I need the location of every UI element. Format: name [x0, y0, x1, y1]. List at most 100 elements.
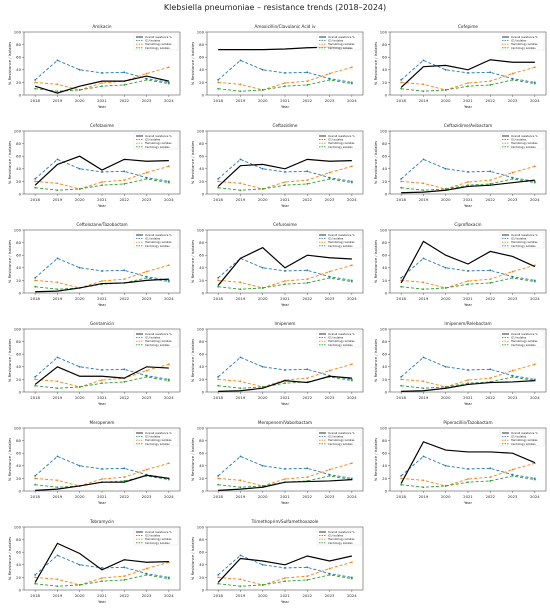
series-line: [217, 158, 352, 182]
data-point: [261, 485, 264, 487]
data-point: [101, 82, 103, 84]
x-tick-label: 2023: [142, 98, 152, 103]
data-point: [533, 478, 536, 481]
data-point: [123, 278, 126, 281]
data-point: [328, 567, 331, 570]
data-point: [145, 276, 148, 279]
series-line: [400, 356, 535, 380]
data-point: [145, 369, 148, 372]
legend-label: Hematology isolates: [328, 537, 355, 541]
y-tick-label: 0: [385, 290, 388, 295]
x-tick-label: 2019: [236, 197, 246, 202]
data-point: [167, 81, 170, 84]
data-point: [239, 83, 242, 86]
legend-label: Overall resistance %: [328, 332, 355, 336]
legend-box: [316, 330, 362, 348]
legend-label: Overall resistance %: [511, 35, 538, 39]
x-tick-label: 2024: [347, 395, 357, 400]
chart-svg: Ceftazidime/Avibactam 0 20 40 60 80 100 % Resis…: [373, 123, 547, 208]
data-point: [284, 382, 286, 385]
chart-svg: Meropenem/Vaborbactam 0 20 40 60 80 100 % Resis…: [190, 420, 364, 505]
legend-label: ICU isolates: [511, 336, 527, 340]
series-line: [218, 479, 352, 491]
x-tick-label: 2018: [30, 296, 40, 301]
y-tick-label: 0: [385, 389, 388, 394]
data-point: [217, 576, 220, 579]
y-axis-label: % Resistance / isolates: [373, 141, 378, 185]
x-tick-label: 2022: [302, 593, 312, 598]
x-tick-label: 2022: [119, 197, 129, 202]
x-tick-label: 2023: [508, 395, 518, 400]
data-point: [284, 184, 286, 187]
chart-title: Ceftazidime/Avibactam: [444, 123, 492, 128]
data-point: [306, 368, 309, 371]
x-axis-label: Year: [98, 401, 106, 406]
x-tick-label: 2023: [325, 494, 335, 499]
x-tick-label: 2024: [164, 197, 174, 202]
chart-panel: Tobramycin 0 20 40 60 80 100 % Resistance / iso…: [2, 513, 185, 612]
legend-label: Hematology isolates: [145, 42, 172, 46]
legend-label: Hematology isolates: [145, 438, 172, 442]
data-point: [422, 158, 425, 161]
data-point: [123, 566, 126, 569]
data-point: [78, 386, 81, 388]
data-point: [306, 179, 309, 182]
y-axis-label: % Resistance / isolates: [7, 339, 12, 383]
legend-box: [133, 429, 179, 447]
x-tick-label: 2020: [258, 395, 268, 400]
data-point: [167, 363, 170, 366]
y-tick-label: 60: [382, 253, 387, 258]
data-point: [261, 188, 264, 190]
data-point: [34, 576, 37, 579]
x-tick-label: 2021: [97, 494, 107, 499]
x-tick-label: 2018: [30, 98, 40, 103]
series-line: [400, 158, 535, 182]
x-tick-label: 2018: [213, 593, 223, 598]
y-tick-label: 60: [199, 253, 204, 258]
x-tick-label: 2020: [258, 197, 268, 202]
chart-panel: Cefepime 0 20 40 60 80 100 % Resistance / isola…: [368, 18, 550, 117]
y-tick-label: 40: [16, 166, 21, 171]
chart-svg: Gentamicin 0 20 40 60 80 100 % Resistance / iso…: [7, 321, 181, 406]
data-point: [533, 180, 536, 183]
data-point: [167, 462, 170, 465]
y-tick-label: 20: [199, 278, 204, 283]
data-point: [400, 375, 403, 378]
x-tick-label: 2024: [164, 296, 174, 301]
x-tick-label: 2020: [441, 197, 451, 202]
legend-label: Overall resistance %: [328, 134, 355, 138]
y-tick-label: 60: [16, 253, 21, 258]
data-point: [422, 83, 425, 86]
legend-label: Hematology isolates: [511, 339, 538, 343]
data-point: [101, 171, 103, 173]
series-line: [217, 555, 352, 583]
data-point: [422, 387, 425, 390]
y-tick-label: 20: [199, 179, 204, 184]
y-tick-label: 80: [382, 42, 387, 47]
y-tick-label: 100: [380, 29, 388, 34]
data-point: [306, 579, 309, 581]
legend-label: Hematology isolates: [328, 240, 355, 244]
data-point: [123, 575, 126, 578]
chart-panel: Ciprofloxacin 0 20 40 60 80 100 % Resistance / …: [368, 216, 550, 315]
data-point: [101, 181, 103, 183]
data-point: [511, 275, 514, 278]
y-tick-label: 60: [199, 451, 204, 456]
data-point: [489, 282, 492, 284]
x-tick-label: 2019: [419, 197, 429, 202]
legend-box: [316, 528, 362, 546]
y-tick-label: 40: [16, 463, 21, 468]
data-point: [422, 479, 425, 482]
data-point: [444, 188, 447, 190]
data-point: [123, 170, 126, 173]
x-tick-label: 2019: [236, 296, 246, 301]
x-tick-label: 2023: [142, 494, 152, 499]
data-point: [101, 85, 103, 88]
data-point: [167, 280, 170, 283]
data-point: [489, 377, 492, 380]
y-tick-label: 0: [19, 191, 22, 196]
y-tick-label: 100: [14, 524, 22, 529]
data-point: [422, 189, 425, 192]
data-point: [261, 266, 264, 269]
x-tick-label: 2020: [441, 98, 451, 103]
